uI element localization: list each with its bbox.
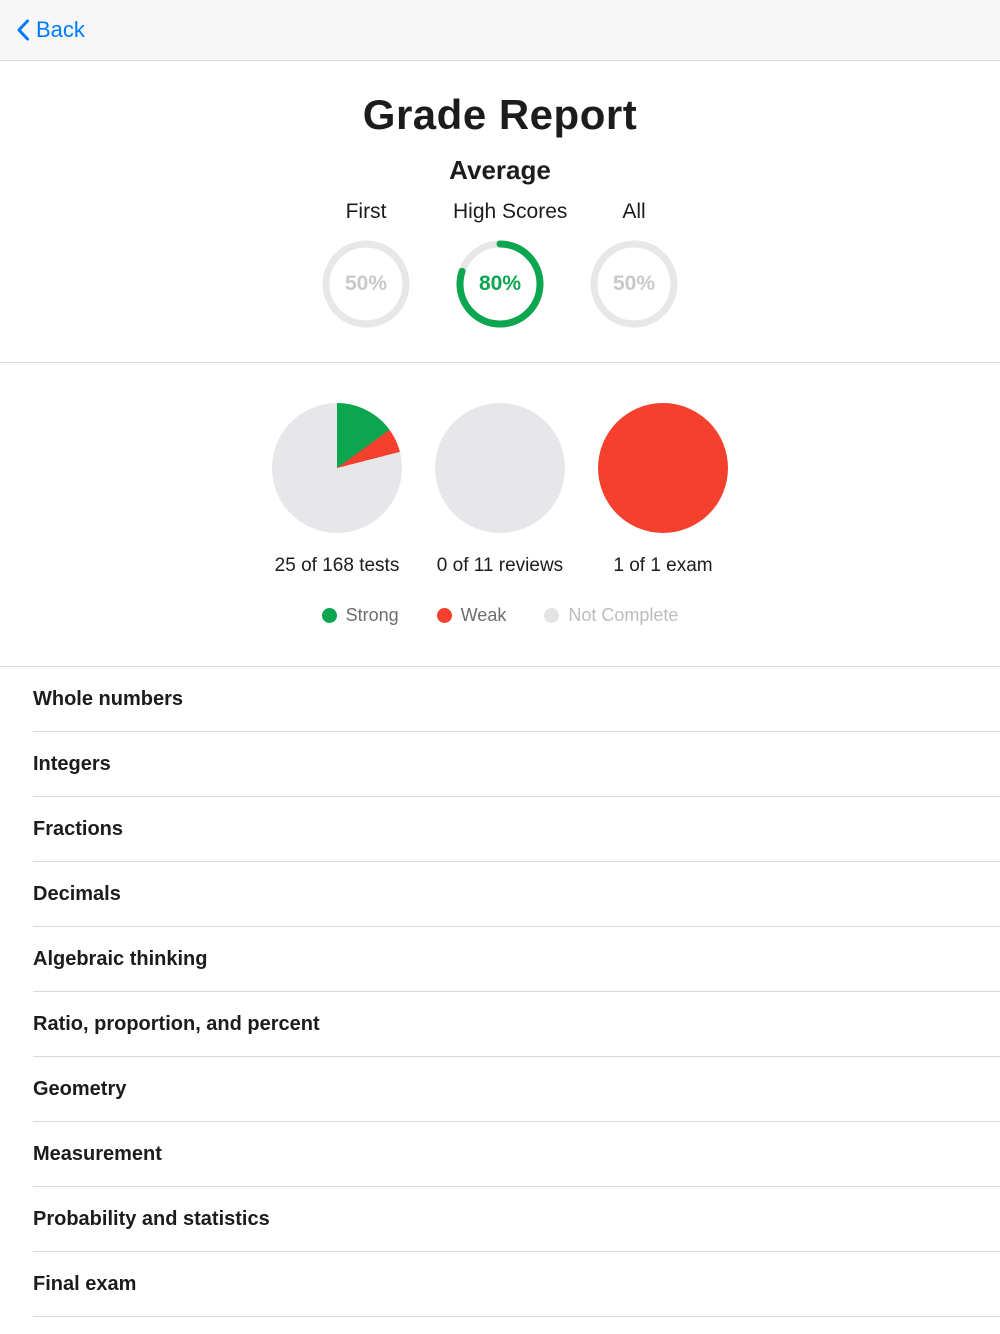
- average-first-value: 50%: [344, 272, 388, 295]
- topic-row-ratio-proportion-percent[interactable]: Ratio, proportion, and percent: [0, 992, 1000, 1057]
- section-divider: [0, 362, 1000, 363]
- average-high-scores-value: 80%: [478, 272, 522, 295]
- topic-row-geometry[interactable]: Geometry: [0, 1057, 1000, 1122]
- average-high-scores-label: High Scores: [453, 200, 568, 223]
- page-title: Grade Report: [362, 91, 638, 138]
- weak-dot-icon: [436, 608, 452, 623]
- not-complete-dot-icon: [544, 608, 560, 623]
- legend-item-not-complete: Not Complete: [544, 605, 678, 626]
- exam-pie-column: 1 of 1 exam: [597, 403, 729, 577]
- topic-row-fractions[interactable]: Fractions: [0, 797, 1000, 862]
- topic-row-decimals[interactable]: Decimals: [0, 862, 1000, 927]
- average-all-label: All: [622, 200, 646, 223]
- average-heading: Average: [449, 155, 551, 185]
- progress-ring-all: 50%: [588, 238, 680, 330]
- topic-row-whole-numbers[interactable]: Whole numbers: [0, 667, 1000, 732]
- reviews-pie-column: 0 of 11 reviews: [434, 403, 566, 577]
- back-button[interactable]: Back: [16, 17, 85, 43]
- topic-row-measurement[interactable]: Measurement: [0, 1122, 1000, 1187]
- average-high-scores: High Scores 80%: [453, 200, 568, 330]
- tests-pie-chart: [272, 403, 402, 533]
- topic-row-probability-statistics[interactable]: Probability and statistics: [0, 1187, 1000, 1252]
- legend: Strong Weak Not Complete: [0, 605, 1000, 626]
- back-label: Back: [36, 17, 85, 42]
- back-chevron-icon: [16, 18, 30, 42]
- legend-weak-label: Weak: [460, 605, 507, 625]
- legend-item-weak: Weak: [436, 605, 507, 626]
- average-first-label: First: [345, 200, 387, 223]
- nav-bar: Back: [0, 0, 1000, 61]
- legend-item-strong: Strong: [321, 605, 399, 626]
- reviews-pie-chart: [435, 403, 565, 533]
- topic-row-algebraic-thinking[interactable]: Algebraic thinking: [0, 927, 1000, 992]
- legend-strong-label: Strong: [345, 605, 399, 625]
- progress-ring-first: 50%: [320, 238, 412, 330]
- reviews-pie-label: 0 of 11 reviews: [436, 555, 564, 576]
- exam-pie-chart: [598, 403, 728, 533]
- topics-list: Whole numbers Integers Fractions Decimal…: [0, 666, 1000, 1317]
- average-all: All 50%: [587, 200, 681, 330]
- tests-pie-column: 25 of 168 tests: [271, 403, 403, 577]
- strong-dot-icon: [321, 608, 337, 623]
- tests-pie-label: 25 of 168 tests: [274, 555, 400, 576]
- average-all-value: 50%: [612, 272, 656, 295]
- topic-row-final-exam[interactable]: Final exam: [0, 1252, 1000, 1317]
- exam-pie-label: 1 of 1 exam: [613, 555, 713, 576]
- averages-row: First 50% High Scores 80% All 50%: [0, 200, 1000, 330]
- topic-row-integers[interactable]: Integers: [0, 732, 1000, 797]
- legend-not-complete-label: Not Complete: [568, 605, 679, 625]
- pies-row: 25 of 168 tests 0 of 11 reviews 1 of 1 e…: [0, 403, 1000, 577]
- average-first: First 50%: [319, 200, 413, 330]
- progress-ring-high-scores: 80%: [454, 238, 546, 330]
